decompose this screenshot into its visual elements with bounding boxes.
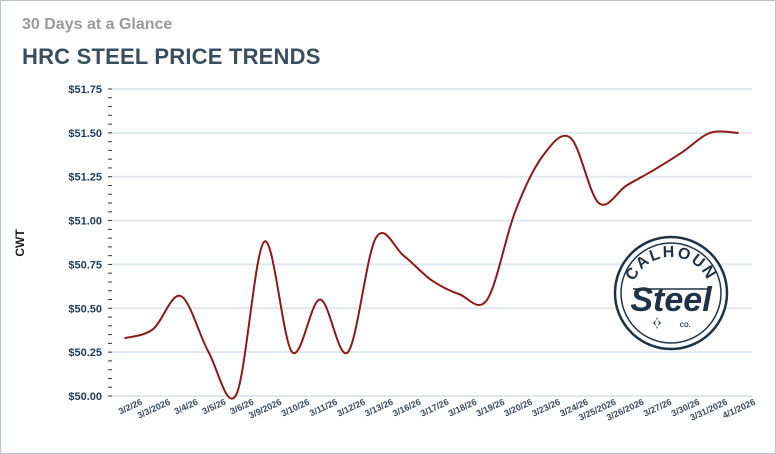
x-tick-label: 3/5/26	[201, 397, 228, 417]
data-point	[152, 328, 154, 331]
data-point	[319, 298, 321, 301]
chart-subtitle: 30 Days at a Glance	[22, 16, 173, 33]
y-tick-label: $50.00	[68, 391, 102, 403]
data-point	[347, 351, 349, 353]
data-point	[458, 293, 461, 296]
x-tick-label: 3/13/26	[363, 397, 394, 419]
y-tick-label: $51.50	[68, 128, 102, 140]
data-point	[653, 168, 656, 171]
data-point	[625, 184, 628, 187]
x-axis-ticks: 3/2/263/3/2026 3/4/26 3/5/26 3/6/263/9/2026…	[117, 397, 757, 423]
x-tick-label: 3/23/26	[530, 397, 561, 419]
data-point	[207, 351, 210, 353]
x-tick-label: 3/16/26	[391, 397, 422, 419]
y-tick-label: $50.25	[68, 347, 102, 359]
calhoun-steel-logo: CALHOUN Steel CO.	[613, 235, 729, 351]
logo-mark-text: CO.	[680, 323, 691, 329]
data-point	[709, 132, 711, 134]
data-point	[179, 295, 182, 297]
star-icon	[653, 317, 661, 329]
data-point	[542, 154, 544, 157]
y-tick-label: $51.00	[68, 216, 102, 228]
data-point	[597, 202, 600, 204]
data-points	[124, 132, 739, 396]
data-point	[235, 393, 238, 396]
x-tick-label: 3/11/26	[308, 397, 339, 419]
x-tick-label: 3/17/26	[419, 397, 450, 419]
data-point	[430, 279, 433, 282]
data-point	[737, 132, 739, 134]
y-axis-ticks: $50.00 $50.25 $50.50 $50.75 $51.00 $51.25 $51.…	[68, 84, 112, 403]
x-tick-label: 3/20/26	[502, 397, 533, 419]
data-point	[681, 151, 684, 153]
x-tick-label: 3/27/26	[642, 397, 673, 419]
x-tick-label: 3/10/26	[280, 397, 311, 419]
y-tick-label: $50.50	[68, 303, 102, 315]
y-tick-label: $50.75	[68, 259, 102, 271]
data-point	[374, 237, 377, 239]
x-tick-label: 3/12/26	[335, 397, 366, 419]
x-tick-label: 3/4/26	[173, 397, 200, 417]
data-point	[486, 298, 489, 301]
data-point	[514, 211, 516, 213]
y-tick-label: $51.75	[68, 84, 102, 96]
data-point	[402, 254, 405, 257]
data-point	[291, 351, 293, 353]
y-tick-label: $51.25	[68, 172, 102, 184]
data-point	[570, 137, 572, 139]
data-point	[124, 337, 126, 339]
x-tick-label: 3/18/26	[447, 397, 478, 419]
data-point	[263, 240, 266, 243]
logo-script-text: Steel	[630, 281, 713, 319]
chart-title: HRC STEEL PRICE TRENDS	[22, 44, 321, 69]
x-tick-label: 3/19/26	[475, 397, 506, 419]
y-axis-label: CWT	[13, 229, 27, 257]
